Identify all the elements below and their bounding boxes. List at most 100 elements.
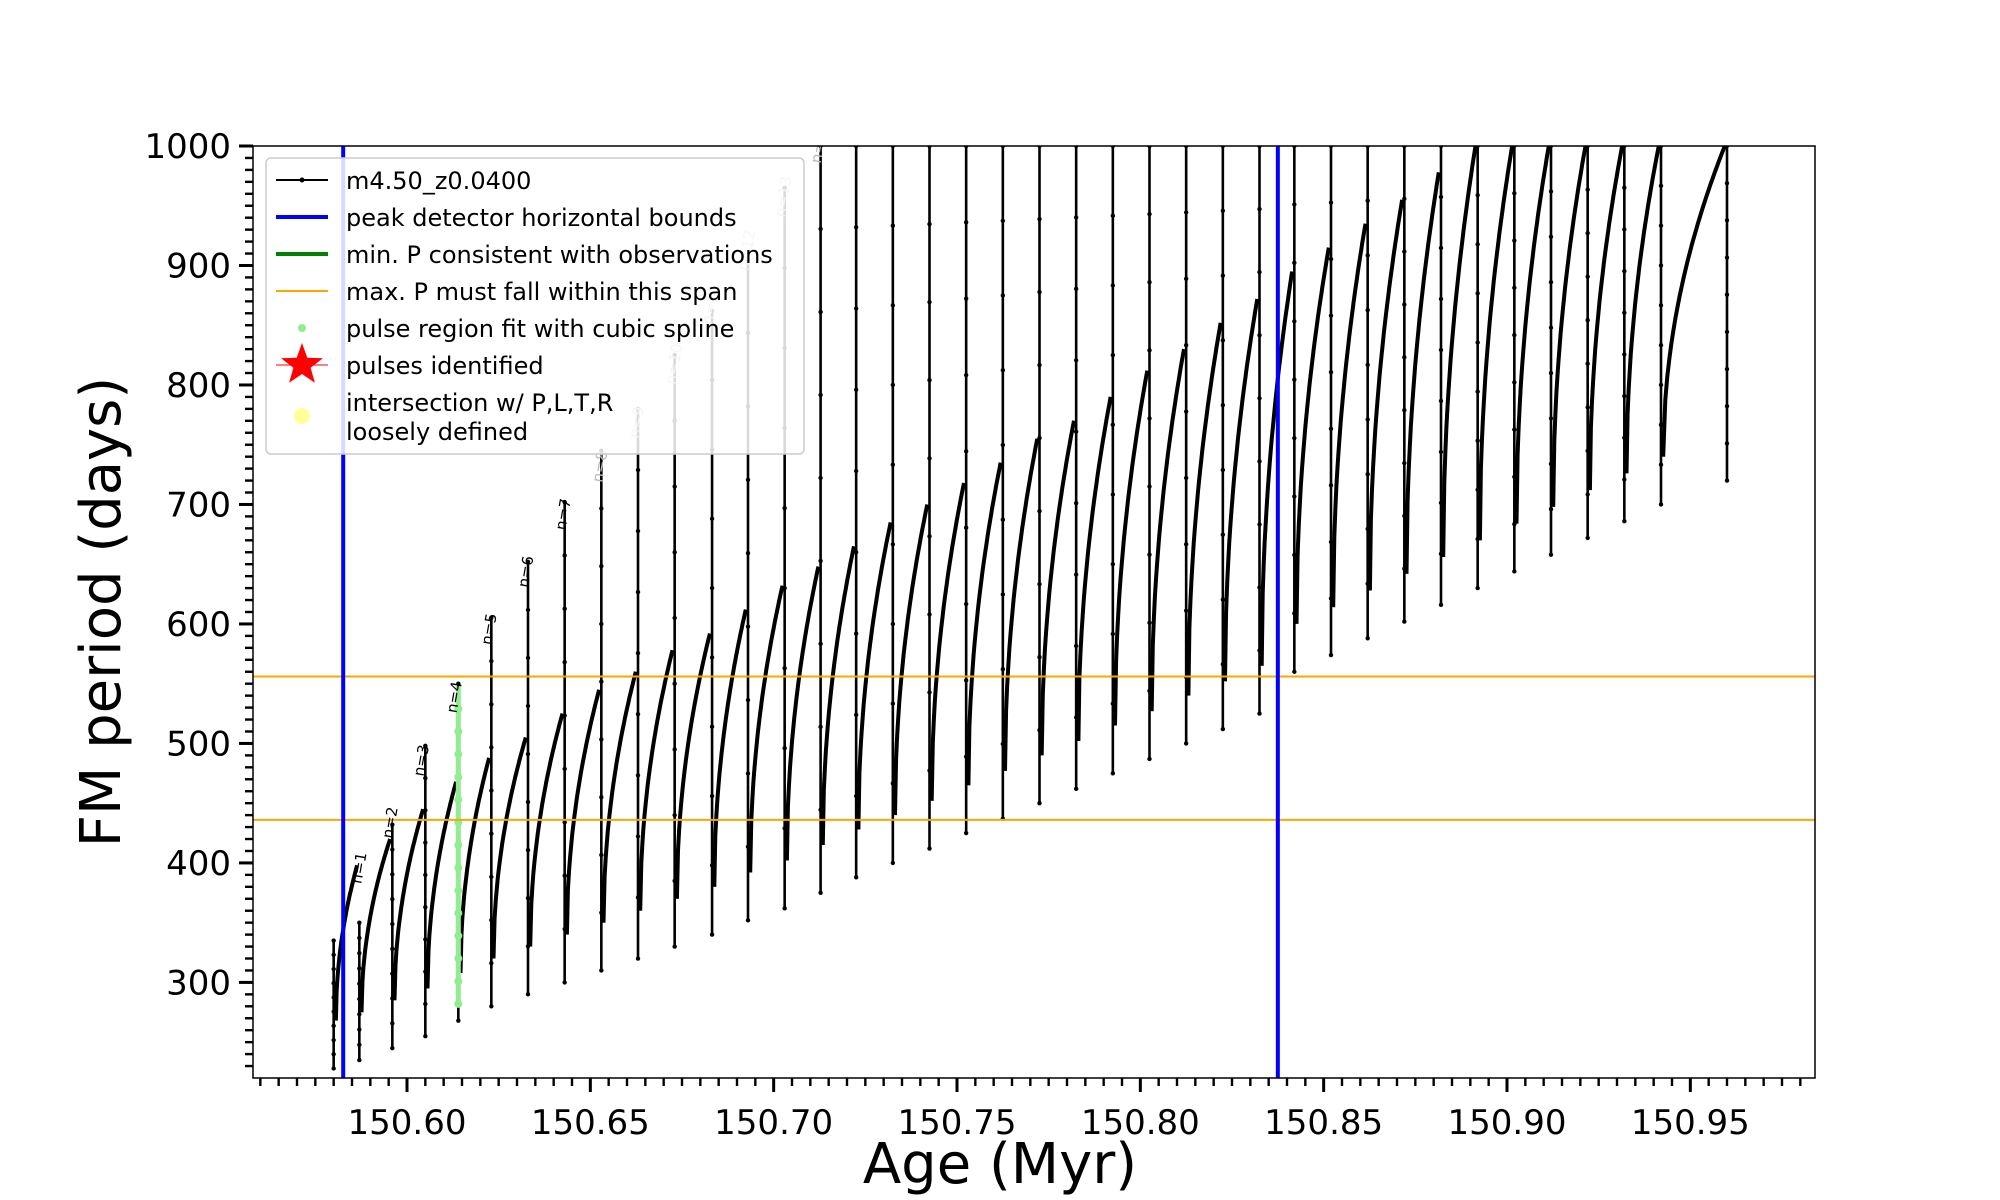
pulse-spike-dot bbox=[1724, 366, 1730, 372]
pulse-spike-dot bbox=[672, 944, 677, 949]
pulse-spike-dot bbox=[1402, 407, 1407, 413]
pulse-spike-dot bbox=[853, 306, 859, 311]
x-tick-label: 150.80 bbox=[1081, 1103, 1200, 1143]
pulse-spike-dot bbox=[1000, 293, 1006, 298]
pulse-spike-dot bbox=[489, 960, 494, 966]
pulse-spike-dot bbox=[745, 477, 751, 482]
pulse-spike-dot bbox=[1220, 467, 1226, 473]
pulse-spike-dot bbox=[818, 641, 823, 647]
pulse-spike-dot bbox=[1548, 370, 1554, 376]
pulse-spike-dot bbox=[709, 516, 715, 521]
pulse-spike-dot bbox=[1037, 216, 1042, 222]
pulse-spike-dot bbox=[1475, 389, 1480, 394]
pulse-spike-dot bbox=[489, 874, 494, 880]
pulse-spike-dot bbox=[818, 475, 823, 481]
y-tick-label: 500 bbox=[166, 724, 231, 764]
pulse-spike-dot bbox=[1147, 280, 1152, 285]
spline-fit-dot bbox=[454, 931, 463, 940]
pulse-spike-dot bbox=[1724, 478, 1730, 483]
pulse-spike-dot bbox=[456, 1018, 461, 1023]
pulse-spike-dot bbox=[1110, 352, 1116, 358]
legend-label: intersection w/ P,L,T,R bbox=[346, 389, 613, 417]
legend-label: peak detector horizontal bounds bbox=[346, 204, 737, 232]
y-tick-label: 900 bbox=[166, 246, 231, 286]
pulse-spike-dot bbox=[1220, 273, 1226, 278]
pulse-spike-dot bbox=[1658, 303, 1664, 308]
pulse-spike-dot bbox=[525, 607, 531, 613]
pulse-spike-dot bbox=[853, 631, 859, 636]
pulse-spike-dot bbox=[1220, 532, 1226, 537]
y-tick-label: 800 bbox=[166, 366, 231, 406]
pulse-spike-dot bbox=[489, 1004, 494, 1009]
pulse-spike-dot bbox=[853, 550, 859, 555]
pulse-spike-dot bbox=[525, 559, 531, 565]
pulse-spike-dot bbox=[357, 966, 362, 971]
pulse-spike-dot bbox=[745, 918, 751, 923]
pulse-spike-dot bbox=[390, 872, 395, 877]
pulse-spike-dot bbox=[1402, 196, 1407, 202]
pulse-spike-dot bbox=[390, 1021, 395, 1026]
pulse-spike-dot bbox=[927, 690, 932, 695]
pulse-spike-dot bbox=[1220, 726, 1226, 732]
pulse-spike-dot bbox=[1438, 296, 1444, 302]
pulse-spike-dot bbox=[1658, 183, 1664, 189]
pulse-spike-dot bbox=[1183, 409, 1189, 414]
pulse-spike-dot bbox=[562, 713, 567, 718]
pulse-spike-dot bbox=[1328, 652, 1334, 658]
pulse-spike-dot bbox=[562, 553, 567, 558]
pulse-spike-dot bbox=[1512, 427, 1517, 432]
pulse-spike-dot bbox=[1512, 569, 1517, 574]
pulse-label: n=6 bbox=[514, 555, 537, 589]
legend-swatch-star bbox=[281, 343, 323, 383]
pulse-spike-dot bbox=[357, 951, 362, 956]
pulse-spike-dot bbox=[927, 299, 932, 305]
pulse-spike-dot bbox=[562, 766, 567, 772]
spline-fit-dot bbox=[454, 795, 463, 804]
pulse-spike-dot bbox=[331, 1023, 336, 1029]
pulse-spike-dot bbox=[1475, 192, 1480, 198]
pulse-spike-dot bbox=[963, 449, 969, 454]
pulse-spike-dot bbox=[818, 558, 823, 564]
pulse-spike-dot bbox=[635, 773, 641, 778]
pulse-spike-dot bbox=[1512, 238, 1517, 243]
legend-swatch-dot bbox=[299, 177, 305, 183]
pulse-spike-dot bbox=[635, 834, 641, 839]
spline-fit-dot bbox=[454, 727, 463, 736]
interpulse-curve bbox=[333, 864, 360, 1021]
pulse-spike-dot bbox=[1724, 329, 1730, 335]
pulse-label: n=1 bbox=[347, 851, 370, 885]
y-tick-label: 600 bbox=[166, 605, 231, 645]
interpulse-curve bbox=[1661, 146, 1727, 457]
pulse-spike-dot bbox=[745, 624, 751, 629]
pulse-spike-dot bbox=[1147, 620, 1152, 625]
pulse-spike-dot bbox=[927, 221, 932, 227]
spline-fit-dot bbox=[454, 772, 463, 781]
spline-fit-dot bbox=[454, 977, 463, 986]
interpulse-curve bbox=[1367, 199, 1405, 591]
pulse-spike-dot bbox=[1220, 208, 1226, 213]
pulse-spike-dot bbox=[1475, 242, 1480, 247]
interpulse-curve bbox=[1477, 146, 1515, 541]
pulse-spike-dot bbox=[635, 956, 641, 961]
spline-fit-dot bbox=[454, 999, 463, 1008]
pulse-spike-dot bbox=[357, 1027, 362, 1032]
x-tick-label: 150.90 bbox=[1448, 1103, 1567, 1143]
pulse-spike-dot bbox=[1402, 355, 1407, 360]
pulse-spike-dot bbox=[1183, 342, 1189, 348]
pulse-spike-dot bbox=[890, 303, 896, 308]
pulse-spike-dot bbox=[599, 506, 604, 511]
pulse-spike-dot bbox=[1292, 435, 1297, 441]
pulse-spike-dot bbox=[1548, 189, 1554, 194]
pulse-label: n=5 bbox=[478, 612, 501, 646]
pulse-spike-dot bbox=[1110, 213, 1116, 218]
x-tick-label: 150.65 bbox=[531, 1103, 650, 1143]
interpulse-curve bbox=[674, 633, 712, 899]
pulse-spike-dot bbox=[1658, 223, 1664, 228]
pulse-spike-dot bbox=[1147, 552, 1152, 557]
y-tick-label: 400 bbox=[166, 844, 231, 884]
pulse-spike-dot bbox=[672, 812, 677, 818]
pulse-spike-dot bbox=[782, 665, 787, 671]
legend-swatch-dot bbox=[298, 324, 306, 332]
pulse-spike-dot bbox=[1622, 518, 1627, 524]
